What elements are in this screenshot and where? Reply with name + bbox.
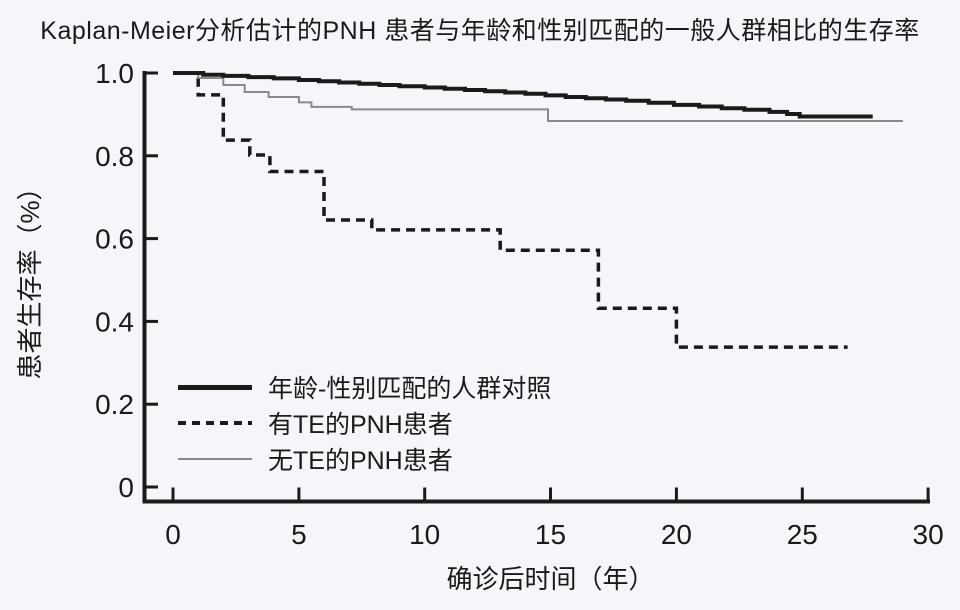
legend-item-with-te: 有TE的PNH患者 (178, 405, 551, 441)
x-tick-label: 5 (291, 519, 307, 550)
y-tick-label: 0.6 (95, 224, 134, 255)
x-axis-title: 确诊后时间（年） (446, 564, 655, 594)
y-axis-title: 患者生存率（%） (15, 174, 45, 380)
legend-item-without-te: 无TE的PNH患者 (178, 441, 551, 477)
y-tick-label: 0.4 (95, 306, 134, 337)
legend-item-control: 年龄-性别匹配的人群对照 (178, 369, 551, 405)
x-tick-label: 10 (409, 519, 440, 550)
survival-curve-solid-thick (173, 71, 873, 119)
x-tick-label: 15 (535, 519, 566, 550)
y-tick-label: 0.2 (95, 389, 134, 420)
x-tick-label: 20 (661, 519, 692, 550)
legend-label: 无TE的PNH患者 (268, 447, 453, 475)
y-tick-label: 0 (118, 472, 134, 503)
legend-label: 有TE的PNH患者 (268, 411, 453, 439)
legend-line-solid-thick (178, 384, 252, 390)
legend-label: 年龄-性别匹配的人群对照 (268, 375, 552, 403)
x-tick-label: 25 (787, 519, 818, 550)
survival-curve-dashed (173, 71, 848, 349)
legend-line-dashed (178, 421, 252, 425)
legend: 年龄-性别匹配的人群对照 有TE的PNH患者 无TE的PNH患者 (178, 369, 551, 477)
y-tick-label: 0.8 (95, 141, 134, 172)
y-tick-label: 1.0 (95, 58, 134, 89)
x-tick-label: 0 (165, 519, 181, 550)
legend-line-solid-thin (178, 458, 252, 460)
survival-curve-solid-thin (173, 72, 903, 122)
x-tick-label: 30 (913, 519, 944, 550)
chart-title: Kaplan-Meier分析估计的PNH 患者与年龄和性别匹配的一般人群相比的生… (40, 17, 920, 45)
